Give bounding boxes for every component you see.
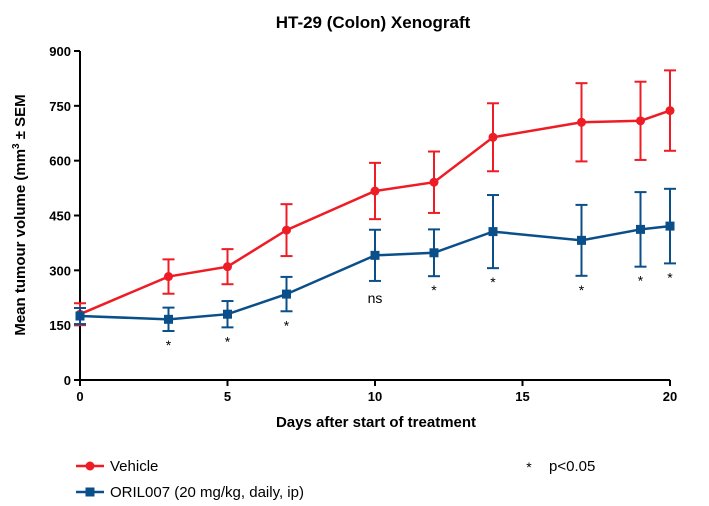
series-2 xyxy=(74,187,676,333)
significance-annotation: * xyxy=(490,274,496,290)
data-point xyxy=(282,289,291,299)
chart-title: HT-29 (Colon) Xenograft xyxy=(276,13,471,32)
significance-annotation: * xyxy=(225,333,231,349)
axes: 0 150 300 450 600 750 900 0 5 10 15 20 xyxy=(49,44,677,404)
data-point xyxy=(164,272,173,282)
data-point xyxy=(223,262,232,272)
data-point xyxy=(636,116,645,126)
data-point xyxy=(223,309,232,319)
series-line xyxy=(79,109,671,316)
legend-item-2: ORIL007 (20 mg/kg, daily, ip) xyxy=(76,484,304,501)
legend-label: ORIL007 (20 mg/kg, daily, ip) xyxy=(110,484,304,501)
legend-marker xyxy=(85,487,95,497)
x-tick-label: 15 xyxy=(515,389,529,404)
legend-label: Vehicle xyxy=(110,458,158,475)
legend: Vehicle ORIL007 (20 mg/kg, daily, ip) * p<0… xyxy=(76,458,595,501)
y-tick-label: 0 xyxy=(64,373,71,388)
significance-annotation: * xyxy=(667,269,673,285)
y-tick-label: 300 xyxy=(49,263,71,278)
y-axis-label-superscript: 3 xyxy=(11,143,22,149)
data-point xyxy=(577,117,586,127)
significance-symbol: * xyxy=(526,459,532,475)
legend-item-1: Vehicle xyxy=(76,458,158,475)
data-point xyxy=(282,225,291,235)
y-tick-label: 750 xyxy=(49,99,71,114)
y-axis-label-main: Mean tumour volume (mm xyxy=(12,149,29,336)
legend-significance: * p<0.05 xyxy=(526,458,595,475)
x-tick-label: 0 xyxy=(76,389,83,404)
data-point xyxy=(429,248,439,258)
y-axis-label-tail: ± SEM xyxy=(12,94,29,143)
x-axis-label: Days after start of treatment xyxy=(276,414,476,431)
x-tick-label: 5 xyxy=(224,389,231,404)
data-point xyxy=(665,106,675,116)
data-point xyxy=(577,235,586,245)
x-tick-label: 20 xyxy=(663,389,677,404)
data-point xyxy=(370,186,380,196)
annotation-layer: * * * ns * * * * * xyxy=(166,269,674,353)
data-point xyxy=(665,221,675,231)
data-point xyxy=(370,250,380,260)
y-axis-label: Mean tumour volume (mm3 ± SEM xyxy=(11,94,29,335)
data-point xyxy=(488,132,498,142)
significance-annotation: * xyxy=(284,317,290,333)
significance-annotation: * xyxy=(431,282,437,298)
significance-annotation: * xyxy=(579,282,585,298)
data-point xyxy=(488,227,498,237)
legend-marker xyxy=(85,461,95,471)
y-axis-label-text: Mean tumour volume (mm3 ± SEM xyxy=(11,94,29,335)
data-point xyxy=(429,177,439,187)
y-tick-label: 150 xyxy=(49,318,71,333)
series-1 xyxy=(74,69,676,327)
y-tick-label: 450 xyxy=(49,209,71,224)
significance-annotation: * xyxy=(166,337,172,353)
data-point xyxy=(164,314,173,324)
series-line xyxy=(79,224,671,321)
data-point xyxy=(75,311,85,321)
significance-annotation: ns xyxy=(368,290,383,306)
series-layer xyxy=(74,69,676,333)
significance-text: p<0.05 xyxy=(549,458,595,475)
data-point xyxy=(636,224,645,234)
x-tick-label: 10 xyxy=(368,389,382,404)
y-tick-label: 600 xyxy=(49,154,71,169)
y-tick-label: 900 xyxy=(49,44,71,59)
significance-annotation: * xyxy=(638,273,644,289)
